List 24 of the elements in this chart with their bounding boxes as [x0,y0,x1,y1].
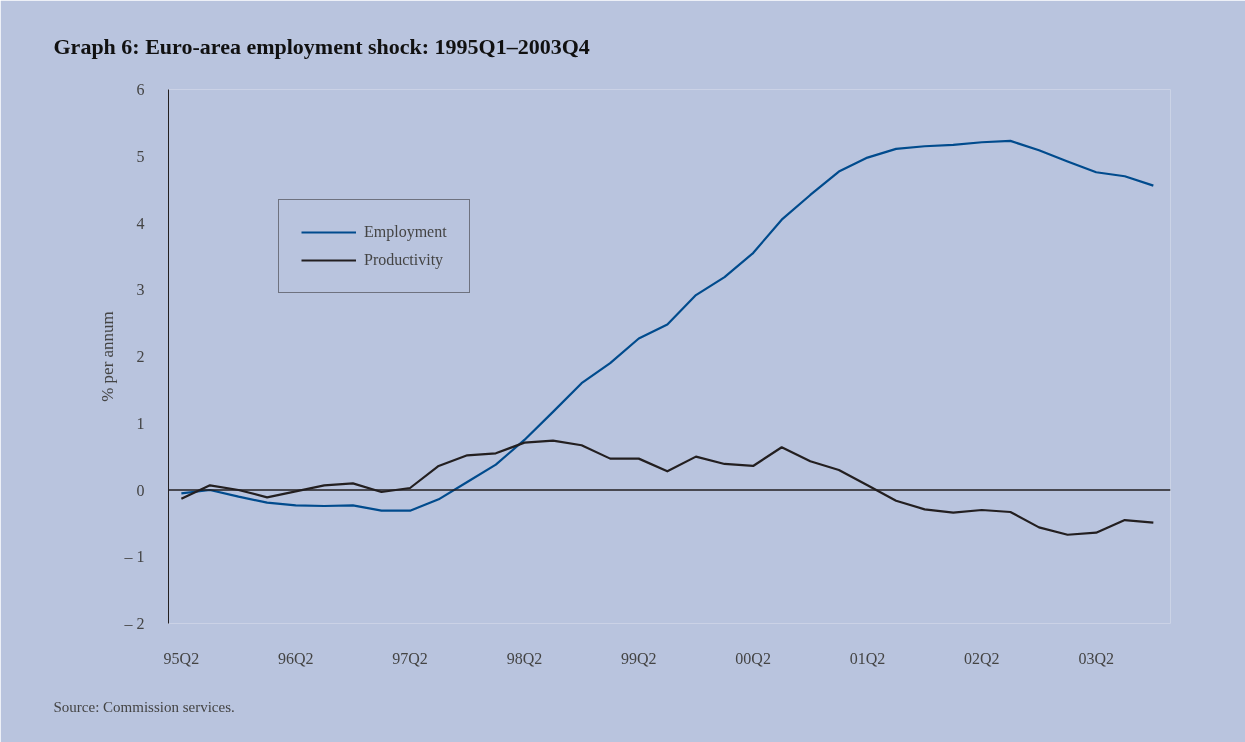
legend-label: Productivity [364,251,444,269]
line-series [180,139,1155,512]
y-tick-label: 0 [136,481,145,499]
x-tick-label: 03Q2 [1078,649,1114,667]
y-tick-label: 3 [136,281,145,299]
x-tick-label: 02Q2 [964,649,1000,667]
source-note: Source: Commission services. [53,699,235,715]
y-axis-title: % per annum [97,311,117,402]
chart-title: Graph 6: Euro-area employment shock: 1995Q1–2003Q4 [53,33,590,59]
y-tick-label: – 2 [123,615,145,632]
y-tick-label: 4 [136,214,145,232]
y-tick-label: 2 [136,348,145,365]
x-tick-label: 99Q2 [620,649,657,667]
y-tick-label: 1 [136,414,145,432]
y-tick-label: 5 [136,147,145,165]
y-tick-label: – 1 [123,548,145,566]
x-tick-label: 96Q2 [277,649,314,667]
x-tick-label: 98Q2 [506,649,543,667]
x-tick-label: 01Q2 [849,649,886,667]
x-tick-label: 97Q2 [392,649,428,667]
legend-label: Employment [364,223,447,241]
x-tick-label: 00Q2 [735,649,771,667]
y-tick-label: 6 [136,81,145,98]
x-tick-label: 95Q2 [163,649,200,667]
